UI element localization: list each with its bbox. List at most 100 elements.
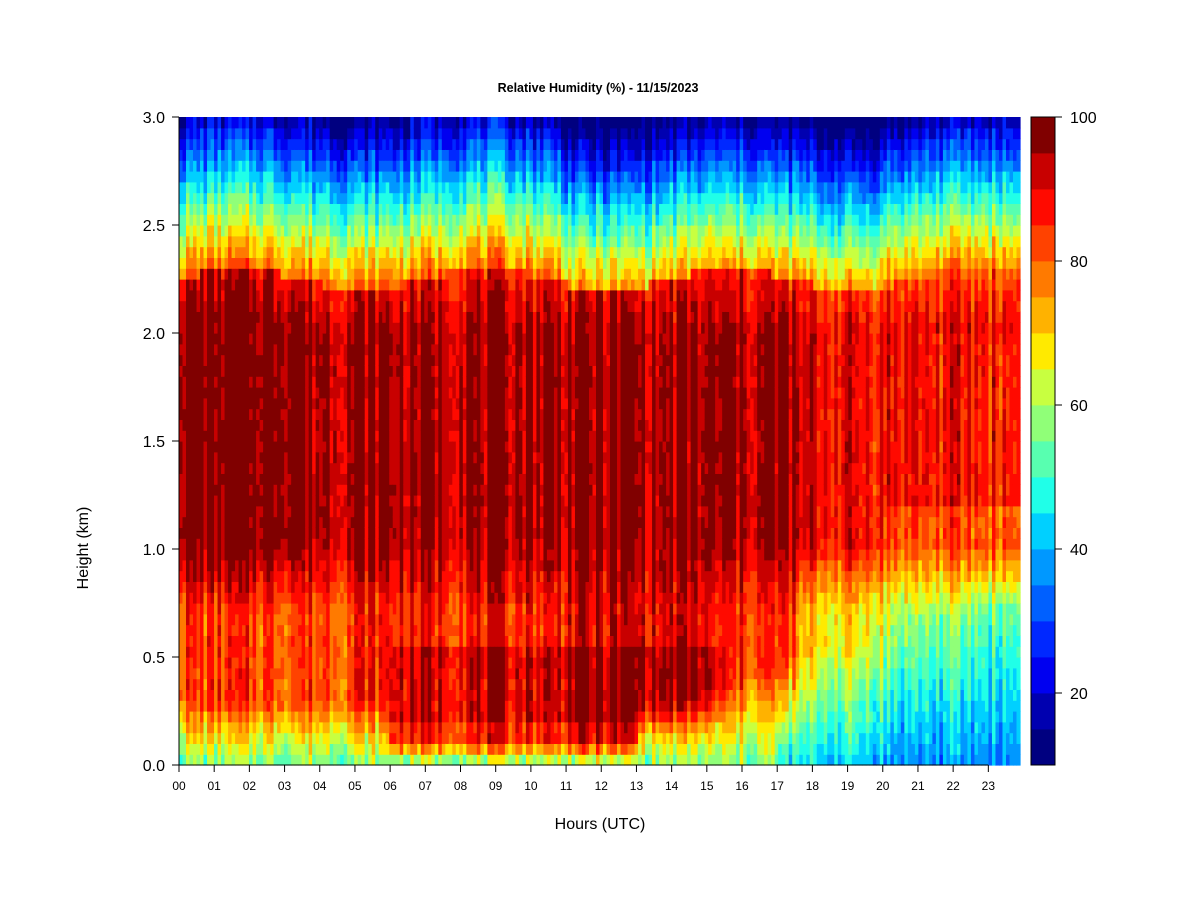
heatmap-cell — [280, 333, 285, 345]
heatmap-cell — [277, 387, 282, 399]
heatmap-cell — [343, 225, 348, 237]
heatmap-cell — [291, 441, 296, 453]
heatmap-cell — [431, 754, 436, 766]
heatmap-cell — [217, 214, 222, 226]
heatmap-cell — [413, 171, 418, 183]
heatmap-cell — [224, 127, 229, 140]
heatmap-cell — [466, 419, 471, 431]
heatmap-cell — [210, 721, 215, 734]
heatmap-cell — [462, 192, 467, 204]
heatmap-cell — [403, 311, 408, 323]
heatmap-cell — [441, 505, 446, 518]
heatmap-cell — [413, 678, 418, 690]
heatmap-cell — [259, 700, 264, 712]
heatmap-cell — [389, 333, 394, 345]
heatmap-cell — [308, 451, 313, 464]
heatmap-cell — [242, 495, 247, 507]
heatmap-cell — [245, 473, 250, 485]
heatmap-cell — [252, 603, 257, 615]
heatmap-cell — [424, 484, 429, 496]
heatmap-cell — [385, 408, 390, 420]
heatmap-cell — [438, 743, 443, 755]
heatmap-cell — [364, 138, 369, 150]
heatmap-cell — [441, 246, 446, 258]
heatmap-cell — [280, 235, 285, 248]
heatmap-cell — [308, 538, 313, 550]
heatmap-cell — [231, 441, 236, 453]
heatmap-cell — [469, 624, 474, 636]
heatmap-cell — [301, 678, 306, 690]
heatmap-cell — [256, 603, 261, 615]
heatmap-cell — [305, 732, 310, 744]
heatmap-cell — [357, 484, 362, 496]
heatmap-cell — [277, 354, 282, 366]
heatmap-cell — [364, 268, 369, 280]
heatmap-cell — [263, 667, 268, 680]
heatmap-cell — [256, 570, 261, 582]
heatmap-cell — [382, 721, 387, 734]
heatmap-cell — [270, 570, 275, 582]
heatmap-cell — [217, 225, 222, 237]
heatmap-cell — [301, 149, 306, 161]
heatmap-cell — [438, 711, 443, 723]
heatmap-cell — [340, 700, 345, 712]
heatmap-cell — [455, 149, 460, 161]
heatmap-cell — [406, 138, 411, 150]
heatmap-cell — [410, 516, 415, 528]
heatmap-cell — [340, 430, 345, 442]
heatmap-cell — [224, 495, 229, 507]
heatmap-cell — [399, 559, 404, 572]
heatmap-cell — [371, 192, 376, 204]
heatmap-cell — [231, 646, 236, 658]
heatmap-cell — [385, 516, 390, 528]
heatmap-cell — [273, 343, 278, 356]
heatmap-cell — [438, 343, 443, 356]
heatmap-cell — [462, 538, 467, 550]
heatmap-cell — [427, 289, 432, 302]
heatmap-cell — [217, 181, 222, 194]
heatmap-cell — [357, 138, 362, 150]
heatmap-cell — [186, 203, 191, 215]
heatmap-cell — [217, 657, 222, 669]
heatmap-cell — [410, 527, 415, 539]
heatmap-cell — [466, 527, 471, 539]
heatmap-cell — [375, 225, 380, 237]
heatmap-cell — [245, 743, 250, 755]
heatmap-cell — [441, 559, 446, 572]
heatmap-cell — [371, 257, 376, 269]
heatmap-cell — [242, 246, 247, 258]
heatmap-cell — [417, 354, 422, 366]
heatmap-cell — [252, 408, 257, 420]
heatmap-cell — [294, 581, 299, 593]
heatmap-cell — [312, 689, 317, 701]
heatmap-cell — [312, 171, 317, 183]
heatmap-cell — [259, 505, 264, 518]
heatmap-cell — [466, 149, 471, 161]
heatmap-cell — [455, 689, 460, 701]
heatmap-cell — [396, 624, 401, 636]
heatmap-cell — [207, 603, 212, 615]
heatmap-cell — [354, 495, 359, 507]
heatmap-cell — [214, 678, 219, 690]
heatmap-cell — [245, 516, 250, 528]
heatmap-cell — [221, 246, 226, 258]
heatmap-cell — [448, 516, 453, 528]
heatmap-cell — [284, 441, 289, 453]
heatmap-cell — [214, 505, 219, 518]
heatmap-cell — [277, 538, 282, 550]
heatmap-cell — [249, 516, 254, 528]
heatmap-cell — [305, 214, 310, 226]
heatmap-cell — [333, 754, 338, 766]
heatmap-cell — [249, 732, 254, 744]
heatmap-cell — [242, 441, 247, 453]
heatmap-cell — [371, 451, 376, 464]
heatmap-cell — [256, 516, 261, 528]
heatmap-cell — [305, 419, 310, 431]
heatmap-cell — [231, 246, 236, 258]
heatmap-cell — [375, 743, 380, 755]
heatmap-cell — [399, 322, 404, 334]
heatmap-cell — [364, 538, 369, 550]
heatmap-cell — [434, 268, 439, 280]
heatmap-cell — [312, 711, 317, 723]
heatmap-cell — [448, 613, 453, 626]
